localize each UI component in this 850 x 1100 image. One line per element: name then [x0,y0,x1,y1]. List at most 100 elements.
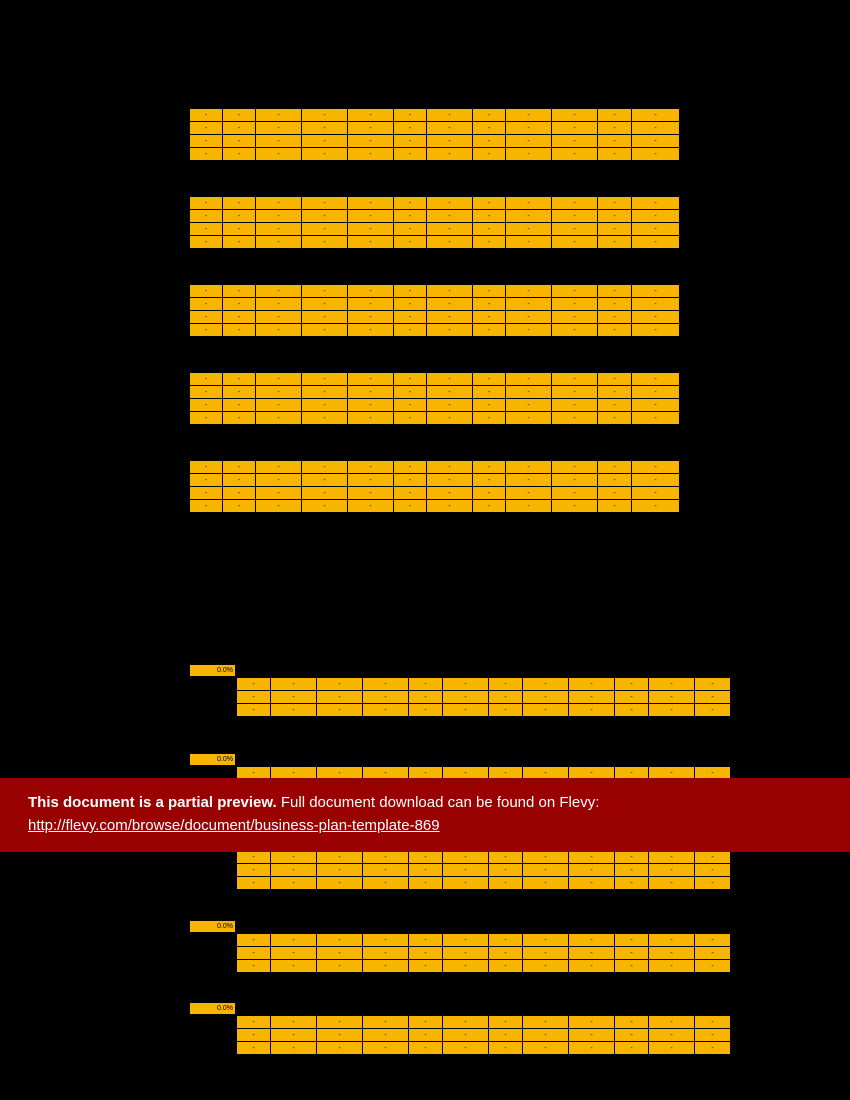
table-cell: - [256,210,302,223]
table-cell: - [598,109,632,122]
table-cell: - [317,1029,363,1042]
table-cell: - [237,1016,271,1029]
table-cell: - [427,135,473,148]
table-cell: - [615,947,649,960]
table-cell: - [427,197,473,210]
table-cell: - [363,877,409,890]
table-cell: - [473,109,506,122]
table-cell: - [443,1042,489,1055]
table-cell: - [632,236,680,249]
table-cell: - [223,500,256,513]
table-row: ------------ [190,399,680,412]
table-cell: - [632,474,680,487]
table-cell: - [190,500,223,513]
table-cell: - [473,236,506,249]
table-cell: - [271,960,317,973]
table-cell: - [348,487,394,500]
table-cell: - [348,236,394,249]
table-cell: - [632,298,680,311]
table-cell: - [598,285,632,298]
table-cell: - [552,399,598,412]
table-cell: - [489,947,523,960]
table-cell: - [489,960,523,973]
table-cell: - [695,1029,731,1042]
table-cell: - [506,122,552,135]
table-cell: - [427,500,473,513]
table-cell: - [615,960,649,973]
table-cell: - [632,487,680,500]
table-cell: - [598,461,632,474]
table-cell: - [223,386,256,399]
table-cell: - [223,324,256,337]
table-cell: - [632,148,680,161]
table-row: ------------ [237,1029,731,1042]
table-cell: - [695,960,731,973]
table-cell: - [598,399,632,412]
table-row: ------------ [190,474,680,487]
banner-headline: This document is a partial preview. Full… [28,794,822,811]
lower-table-block-3: ------------------------------------ [236,933,731,973]
table-cell: - [598,373,632,386]
table-cell: - [348,148,394,161]
table-cell: - [506,298,552,311]
table-cell: - [552,223,598,236]
table-cell: - [523,678,569,691]
table-cell: - [223,122,256,135]
table-cell: - [363,678,409,691]
table-cell: - [271,678,317,691]
table-cell: - [649,691,695,704]
upper-table-block-1: ----------------------------------------… [189,196,680,249]
table-cell: - [695,934,731,947]
percent-badge: 0.0% [189,664,236,677]
table-cell: - [632,461,680,474]
table-cell: - [552,487,598,500]
table-cell: - [394,461,427,474]
table-cell: - [237,864,271,877]
table-cell: - [256,298,302,311]
table-cell: - [302,197,348,210]
table-cell: - [598,386,632,399]
table-cell: - [632,210,680,223]
table-cell: - [523,864,569,877]
upper-table-block-4: ----------------------------------------… [189,460,680,513]
banner-headline-rest: Full document download can be found on F… [277,794,600,811]
table-cell: - [552,122,598,135]
table-cell: - [190,311,223,324]
table-cell: - [506,135,552,148]
table-cell: - [569,678,615,691]
table-cell: - [190,135,223,148]
table-cell: - [348,324,394,337]
table-cell: - [223,373,256,386]
table-cell: - [394,386,427,399]
table-cell: - [256,135,302,148]
table-row: ------------ [190,311,680,324]
banner-headline-bold: This document is a partial preview. [28,794,277,811]
table-cell: - [506,223,552,236]
table-row: ------------ [190,197,680,210]
table-cell: - [569,947,615,960]
lower-table-block-4: ------------------------------------ [236,1015,731,1055]
table-cell: - [506,197,552,210]
table-cell: - [598,197,632,210]
table-cell: - [409,947,443,960]
table-row: ------------ [190,324,680,337]
data-table: ------------------------------------ [236,1015,731,1055]
table-cell: - [348,412,394,425]
table-cell: - [409,1029,443,1042]
table-cell: - [473,461,506,474]
table-cell: - [223,298,256,311]
table-cell: - [256,399,302,412]
table-cell: - [237,947,271,960]
table-row: ------------ [190,210,680,223]
table-cell: - [363,1042,409,1055]
banner-link[interactable]: http://flevy.com/browse/document/busines… [28,817,440,834]
table-cell: - [256,324,302,337]
table-cell: - [348,474,394,487]
table-cell: - [190,122,223,135]
table-cell: - [427,223,473,236]
table-cell: - [223,412,256,425]
table-cell: - [523,1029,569,1042]
table-cell: - [190,236,223,249]
table-cell: - [348,461,394,474]
table-cell: - [598,500,632,513]
